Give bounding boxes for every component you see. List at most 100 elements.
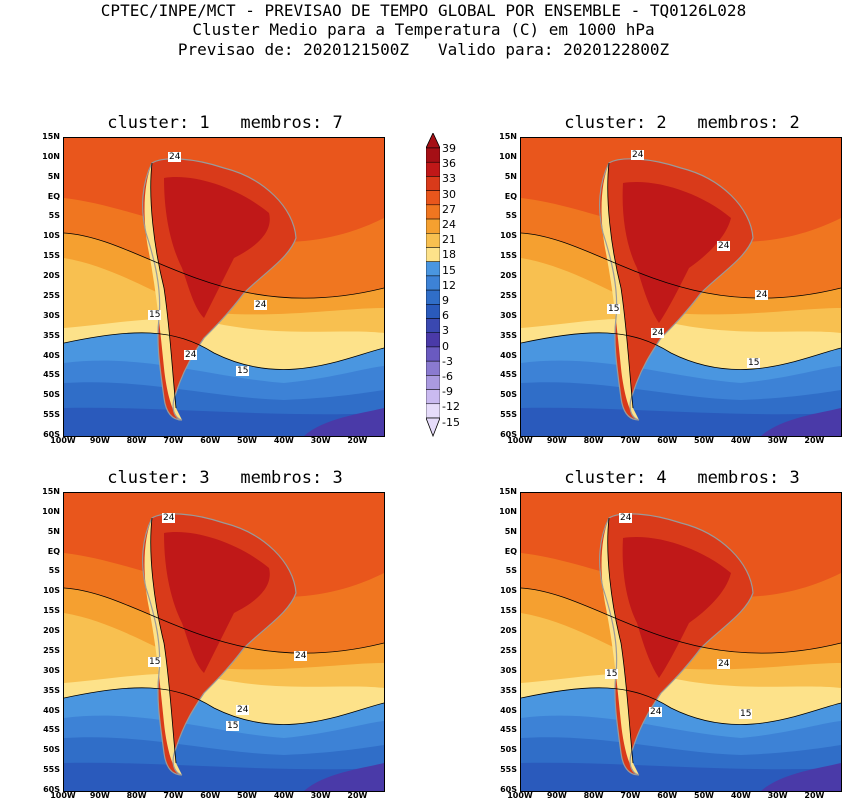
lat-tick-label: 15S [500, 251, 517, 261]
lat-tick-label: 25S [43, 290, 60, 300]
lon-tick-label: 50W [694, 791, 714, 800]
lat-tick-label: EQ [504, 191, 517, 201]
colorbar-tick-label: 15 [442, 263, 456, 277]
lon-tick-label: 90W [89, 791, 110, 800]
map-panel-4: 24 24 15 24 15 [520, 492, 842, 792]
lat-tick-label: 45S [43, 370, 60, 380]
main-title: CPTEC/INPE/MCT - PREVISAO DE TEMPO GLOBA… [100, 1, 747, 20]
lat-tick-label: 60S [43, 785, 60, 794]
lat-tick-label: 30S [43, 310, 60, 320]
lon-tick-label: 70W [163, 436, 184, 445]
contour-label: 24 [294, 651, 308, 661]
lat-tick-label: 50S [500, 390, 517, 400]
lat-tick-label: 35S [500, 330, 517, 340]
lon-tick-label: 100W [507, 436, 533, 445]
lon-tick-label: 70W [620, 436, 641, 445]
colorbar-tick-label: 6 [442, 309, 449, 323]
contour-label: 24 [162, 513, 176, 523]
lat-tick-label: 25S [500, 290, 517, 300]
contour-label: 15 [605, 669, 619, 679]
lat-tick-label: 5S [505, 566, 517, 576]
lat-tick-label: 5S [505, 211, 517, 221]
lat-tick-label: 10S [500, 231, 517, 241]
colorbar-tick-label: 30 [442, 187, 456, 201]
contour-label: 24 [236, 705, 250, 715]
contour-label: 15 [148, 310, 162, 320]
contour-label: 24 [649, 707, 663, 717]
panel-title-1: cluster: 1 membros: 7 [107, 113, 343, 133]
colorbar-tick-label: 39 [442, 142, 456, 155]
lat-tick-label: EQ [504, 546, 517, 556]
lon-tick-label: 80W [126, 791, 147, 800]
lat-tick-label: 10N [42, 506, 60, 516]
contour-label: 24 [651, 328, 665, 338]
lat-tick-label: 10N [499, 151, 517, 161]
colorbar-tick-label: 3 [442, 324, 449, 338]
lat-tick-label: 60S [500, 785, 517, 794]
contour-label: 24 [717, 659, 731, 669]
colorbar-tick-label: 18 [442, 248, 456, 262]
contour-label: 24 [755, 290, 769, 300]
lon-tick-label: 60W [657, 791, 678, 800]
lat-tick-label: 5N [47, 171, 60, 181]
lat-tick-label: 5N [47, 526, 60, 536]
lon-tick-label: 60W [200, 791, 221, 800]
colorbar-tick-label: -3 [442, 354, 453, 368]
lon-tick-label: 60W [657, 436, 678, 445]
colorbar-tick-label: -9 [442, 385, 453, 399]
panel-title-2: cluster: 2 membros: 2 [564, 113, 800, 133]
colorbar-tick-label: 0 [442, 339, 449, 353]
lat-tick-label: 25S [43, 645, 60, 655]
lat-tick-label: EQ [47, 546, 60, 556]
panel-title-3: cluster: 3 membros: 3 [107, 468, 343, 488]
lon-tick-label: 40W [273, 436, 294, 445]
lon-tick-label: 30W [767, 436, 788, 445]
lat-tick-label: 10S [500, 586, 517, 596]
map-panel-3: 24 24 15 24 15 [63, 492, 385, 792]
lat-tick-label: 55S [500, 765, 517, 775]
lon-tick-label: 30W [310, 791, 331, 800]
lon-tick-label: 80W [126, 436, 147, 445]
colorbar-tick-label: -12 [442, 400, 460, 414]
lon-tick-label: 80W [583, 791, 604, 800]
lon-tick-label: 50W [237, 791, 257, 800]
lat-tick-label: 10N [42, 151, 60, 161]
contour-label: 15 [747, 358, 761, 368]
lat-tick-label: 35S [43, 685, 60, 695]
contour-label: 15 [226, 721, 240, 731]
map-panel-1: 24 24 15 24 15 [63, 137, 385, 437]
contour-label: 15 [236, 366, 250, 376]
lat-tick-label: 10S [43, 586, 60, 596]
lat-tick-label: 20S [500, 626, 517, 636]
lon-tick-label: 30W [310, 436, 331, 445]
lon-tick-label: 40W [273, 791, 294, 800]
lon-tick-label: 100W [50, 436, 76, 445]
lat-tick-label: 45S [43, 725, 60, 735]
contour-label: 24 [631, 150, 645, 160]
lat-tick-label: 30S [500, 310, 517, 320]
lon-tick-label: 60W [200, 436, 221, 445]
lat-tick-label: 60S [500, 430, 517, 439]
lat-tick-label: 20S [43, 626, 60, 636]
colorbar-tick-label: 24 [442, 218, 456, 231]
colorbar-tick-label: 9 [442, 294, 449, 307]
lon-tick-label: 100W [507, 791, 533, 800]
colorbar-tick-label: 33 [442, 172, 456, 186]
contour-label: 15 [739, 709, 753, 719]
lat-tick-label: 20S [43, 271, 60, 281]
lat-tick-label: 55S [43, 410, 60, 420]
lon-tick-label: 20W [347, 791, 368, 800]
colorbar-tick-label: 21 [442, 233, 456, 247]
contour-label: 15 [148, 657, 162, 667]
lat-tick-label: 35S [43, 330, 60, 340]
lat-tick-label: 50S [500, 745, 517, 755]
lat-tick-label: 30S [500, 665, 517, 675]
lat-tick-label: 40S [43, 705, 60, 715]
lat-tick-label: 15N [499, 132, 517, 141]
colorbar-tick-label: -15 [442, 415, 460, 429]
lon-tick-label: 90W [546, 436, 567, 445]
lat-tick-label: 40S [500, 350, 517, 360]
lat-tick-label: 15S [43, 606, 60, 616]
forecast-dates: Previsao de: 2020121500Z Valido para: 20… [177, 40, 670, 59]
lat-tick-label: 5N [504, 171, 517, 181]
